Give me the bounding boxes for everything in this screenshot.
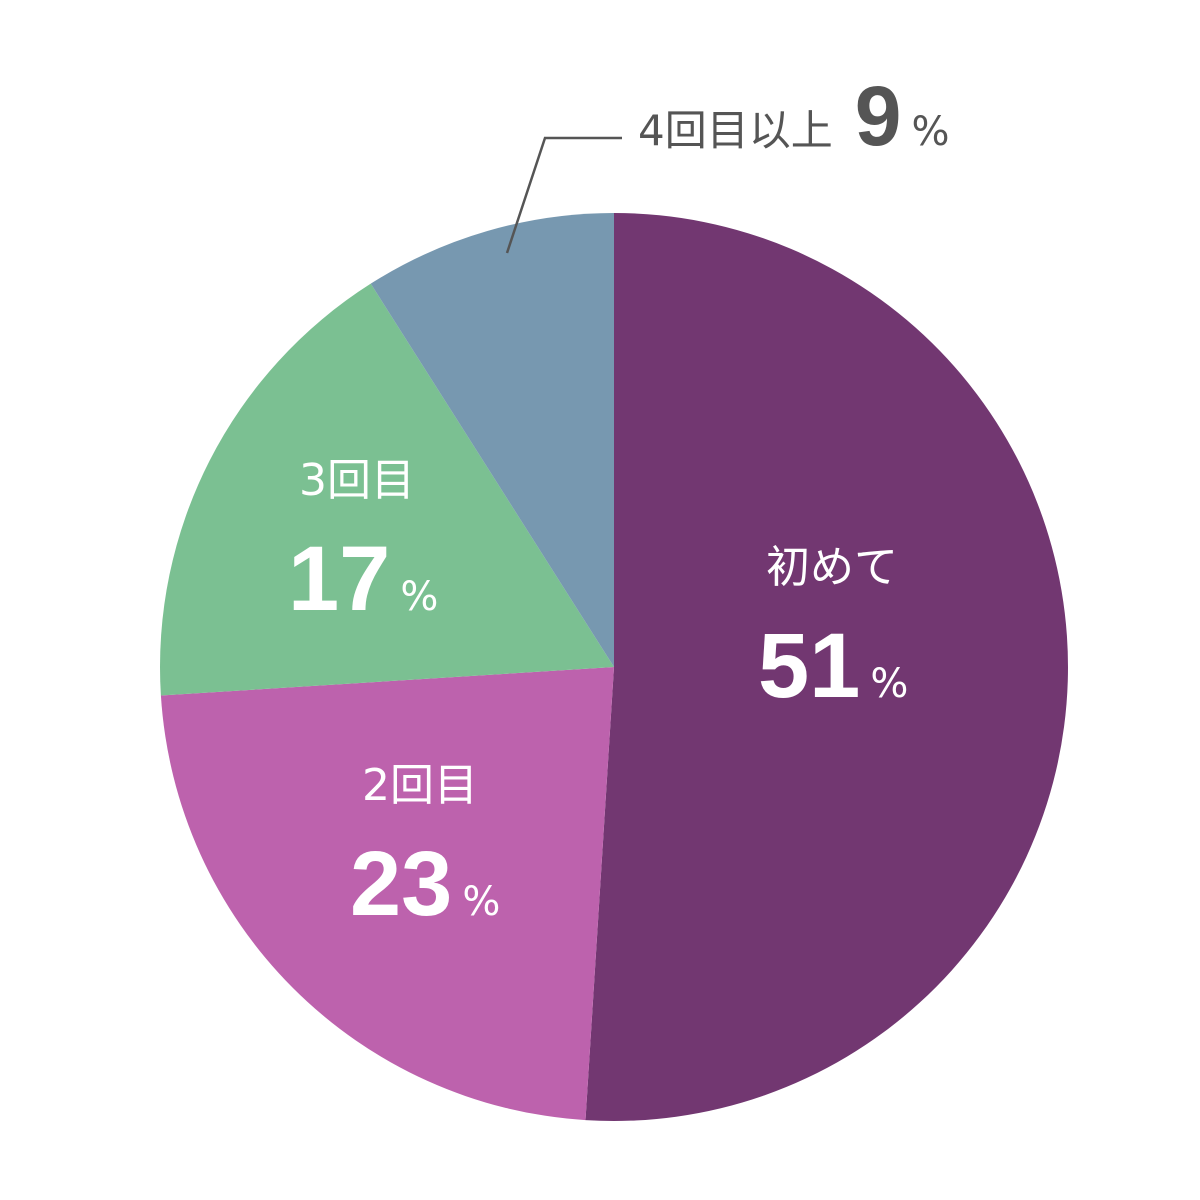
leader-line-4 [505,136,622,254]
pie-slice-2 [160,283,614,696]
slice-value-2: 17% [288,528,438,630]
slice-value-0: 51% [758,615,908,717]
slice-value-number-3: 9 [855,69,902,163]
slice-value-1: 23% [350,833,500,935]
slice-value-number-0: 51 [758,615,860,717]
slice-value-unit-2: % [400,574,438,620]
slice-label-0: 初めて [766,542,898,593]
slice-value-number-2: 17 [288,528,390,630]
slice-label-2: 3回目 [299,455,415,506]
slice-value-3: 4回目以上 9% [638,69,949,163]
pie-slices [160,213,1069,1121]
slice-value-unit-0: % [870,661,908,707]
pie-slice-0 [585,213,1069,1121]
slice-label-3: 4回目以上 [638,106,833,155]
slice-label-1: 2回目 [362,760,478,811]
slice-value-unit-1: % [462,879,500,925]
slice-value-unit-3: % [911,109,949,155]
pie-slice-1 [160,667,614,1121]
pie-slice-3 [370,213,614,667]
slice-value-number-1: 23 [350,833,452,935]
